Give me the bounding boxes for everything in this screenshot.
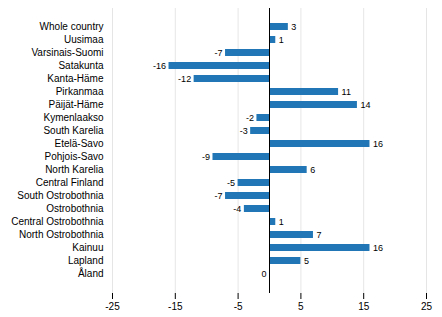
svg-text:-5: -5	[227, 178, 235, 188]
svg-text:Kymenlaakso: Kymenlaakso	[43, 112, 103, 123]
svg-text:15: 15	[358, 301, 370, 312]
svg-text:3: 3	[291, 22, 296, 32]
svg-text:14: 14	[360, 100, 370, 110]
svg-text:16: 16	[373, 139, 383, 149]
svg-text:South Ostrobothnia: South Ostrobothnia	[17, 190, 104, 201]
svg-text:1: 1	[279, 35, 284, 45]
svg-text:16: 16	[373, 243, 383, 253]
svg-text:-9: -9	[202, 152, 210, 162]
svg-text:Varsinais-Suomi: Varsinais-Suomi	[31, 47, 103, 58]
svg-text:6: 6	[310, 165, 315, 175]
svg-text:1: 1	[279, 217, 284, 227]
svg-text:South Karelia: South Karelia	[43, 125, 103, 136]
svg-text:-2: -2	[246, 113, 254, 123]
svg-text:0: 0	[261, 269, 266, 279]
svg-text:-3: -3	[240, 126, 248, 136]
svg-text:-25: -25	[105, 301, 120, 312]
svg-text:-7: -7	[215, 48, 223, 58]
svg-text:Åland: Åland	[78, 267, 104, 279]
svg-text:5: 5	[304, 256, 309, 266]
svg-text:Kainuu: Kainuu	[72, 242, 103, 253]
svg-text:Satakunta: Satakunta	[58, 60, 103, 71]
svg-text:7: 7	[316, 230, 321, 240]
svg-text:Kanta-Häme: Kanta-Häme	[47, 73, 104, 84]
svg-text:-5: -5	[234, 301, 243, 312]
svg-text:Etelä-Savo: Etelä-Savo	[55, 138, 104, 149]
svg-text:Päijät-Häme: Päijät-Häme	[48, 99, 103, 110]
svg-text:Pirkanmaa: Pirkanmaa	[56, 86, 104, 97]
svg-text:5: 5	[298, 301, 304, 312]
svg-text:Pohjois-Savo: Pohjois-Savo	[45, 151, 104, 162]
svg-text:Whole country: Whole country	[40, 21, 104, 32]
svg-text:25: 25	[421, 301, 433, 312]
svg-text:-4: -4	[233, 204, 241, 214]
svg-text:Central Finland: Central Finland	[36, 177, 104, 188]
svg-text:Ostrobothnia: Ostrobothnia	[46, 203, 104, 214]
svg-text:North Karelia: North Karelia	[45, 164, 104, 175]
svg-text:Uusimaa: Uusimaa	[64, 34, 104, 45]
svg-text:-7: -7	[215, 191, 223, 201]
svg-text:-16: -16	[153, 61, 166, 71]
svg-text:Lapland: Lapland	[68, 255, 104, 266]
svg-text:11: 11	[342, 87, 351, 97]
svg-text:Central Ostrobothnia: Central Ostrobothnia	[11, 216, 104, 227]
svg-text:-12: -12	[178, 74, 191, 84]
svg-text:-15: -15	[168, 301, 183, 312]
svg-text:North Ostrobothnia: North Ostrobothnia	[19, 229, 104, 240]
